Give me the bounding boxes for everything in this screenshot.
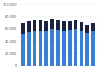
Bar <box>68 30 72 66</box>
Bar <box>27 21 31 32</box>
Bar <box>56 30 60 66</box>
Bar <box>74 20 78 29</box>
Bar <box>21 34 25 66</box>
Bar <box>56 20 60 30</box>
Bar <box>27 32 31 66</box>
Bar <box>38 31 42 66</box>
Bar <box>80 31 83 66</box>
Bar <box>85 25 89 33</box>
Bar <box>74 29 78 66</box>
Bar <box>62 31 66 66</box>
Bar <box>80 22 83 31</box>
Bar <box>91 31 95 66</box>
Bar <box>91 23 95 31</box>
Bar <box>21 23 25 34</box>
Bar <box>50 19 54 29</box>
Bar <box>85 33 89 66</box>
Bar <box>33 31 36 66</box>
Bar <box>38 20 42 31</box>
Bar <box>44 21 48 31</box>
Bar <box>68 21 72 30</box>
Bar <box>62 22 66 31</box>
Bar <box>44 31 48 66</box>
Bar <box>50 29 54 66</box>
Bar <box>33 20 36 31</box>
